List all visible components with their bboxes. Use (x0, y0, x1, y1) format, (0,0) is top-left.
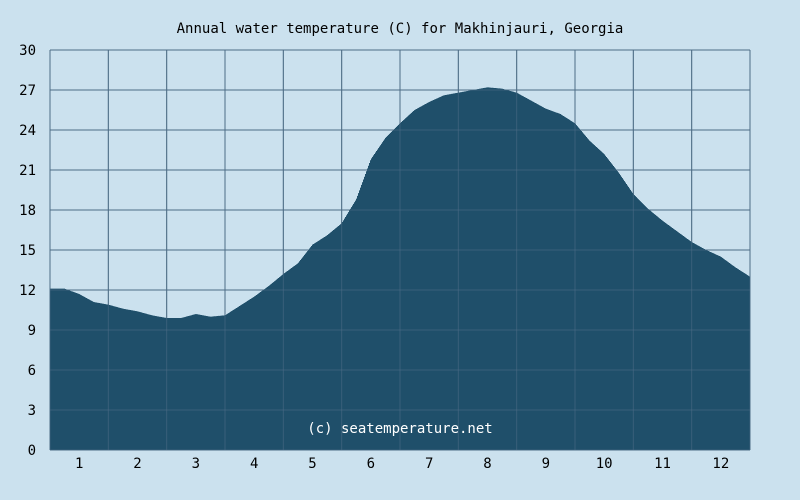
x-tick-label: 2 (133, 456, 141, 472)
x-tick-label: 7 (425, 456, 433, 472)
y-tick-label: 30 (19, 43, 36, 59)
x-tick-label: 5 (308, 456, 316, 472)
x-tick-label: 6 (367, 456, 375, 472)
x-tick-label: 11 (654, 456, 671, 472)
grid-lines-overlay (49, 49, 751, 451)
chart-title: Annual water temperature (C) for Makhinj… (177, 21, 624, 37)
x-tick-label: 8 (483, 456, 491, 472)
y-tick-label: 21 (19, 163, 36, 179)
x-tick-label: 1 (75, 456, 83, 472)
y-tick-label: 24 (19, 123, 36, 139)
y-tick-label: 18 (19, 203, 36, 219)
y-tick-label: 15 (19, 243, 36, 259)
x-tick-label: 3 (192, 456, 200, 472)
y-tick-label: 3 (28, 403, 36, 419)
y-tick-label: 6 (28, 363, 36, 379)
x-tick-label: 9 (542, 456, 550, 472)
y-tick-label: 12 (19, 283, 36, 299)
watermark: (c) seatemperature.net (307, 421, 492, 437)
y-axis-tick-labels: 0 3 6 9 12 15 18 21 24 27 30 (19, 43, 36, 459)
y-tick-label: 0 (28, 443, 36, 459)
y-tick-label: 27 (19, 83, 36, 99)
x-tick-label: 12 (712, 456, 729, 472)
y-tick-label: 9 (28, 323, 36, 339)
x-axis-tick-labels: 1 2 3 4 5 6 7 8 9 10 11 12 (75, 456, 729, 472)
x-tick-label: 4 (250, 456, 258, 472)
x-tick-label: 10 (596, 456, 613, 472)
